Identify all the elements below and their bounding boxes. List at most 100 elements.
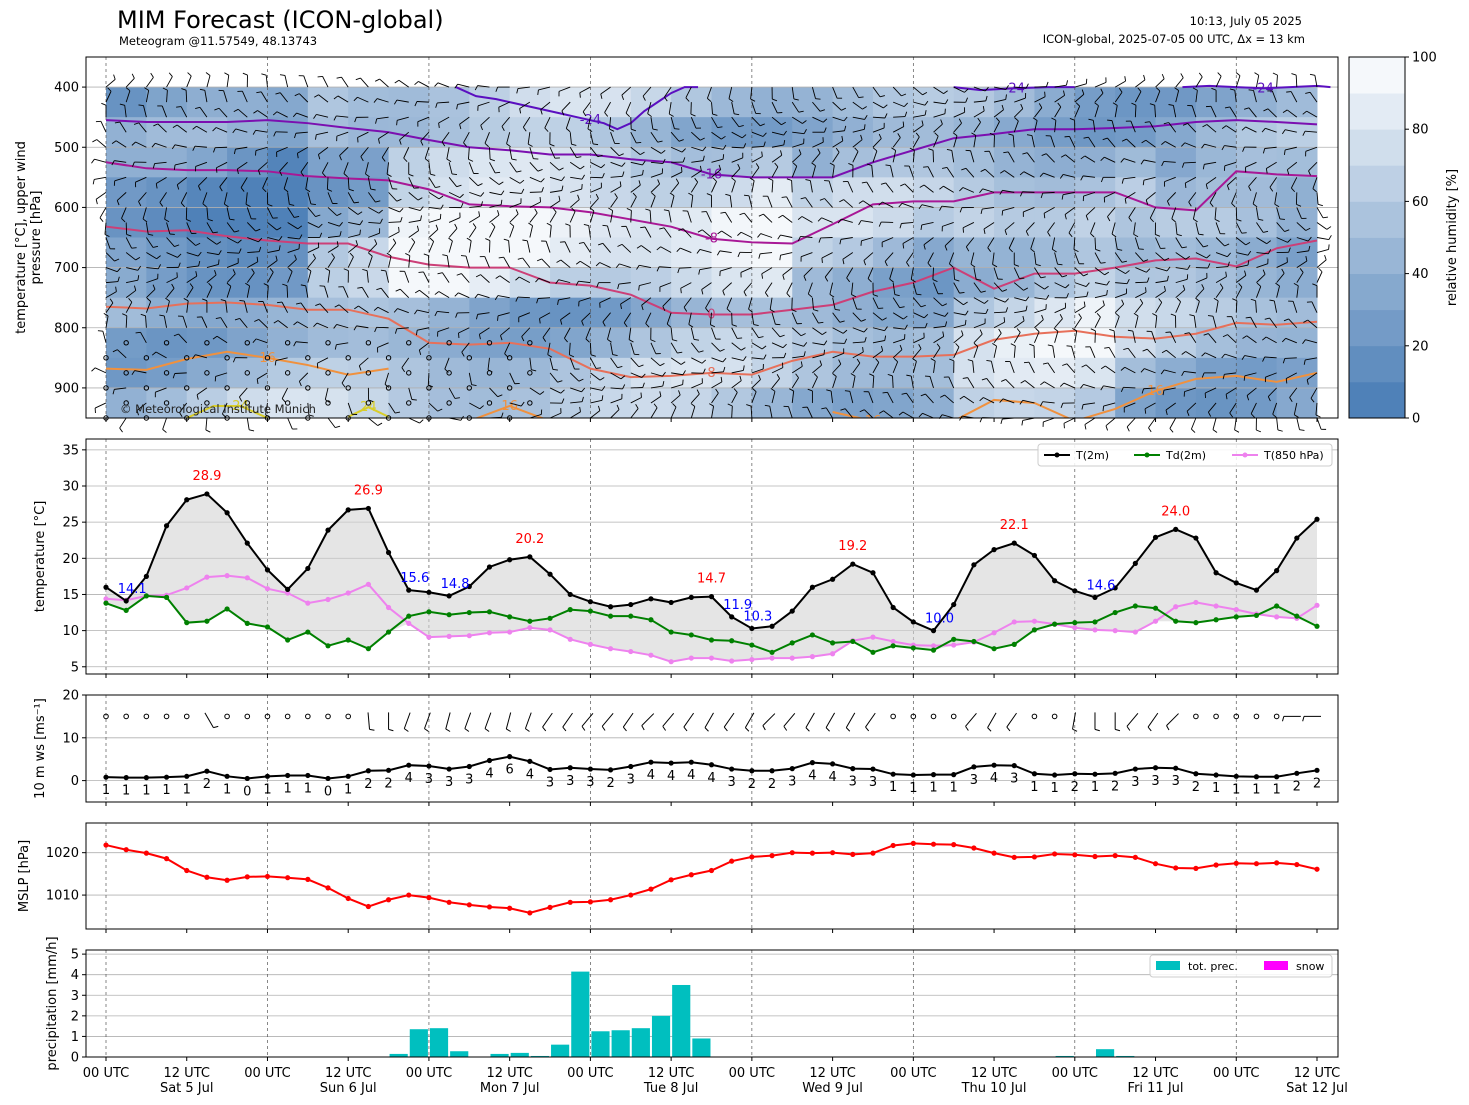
wind-barb-flag [964,88,969,93]
wind-barb [908,165,914,178]
wind-barb-flag [800,197,806,200]
beaufort-label: 3 [425,772,433,787]
wind-barb [1094,252,1102,264]
wind-barb-flag [395,411,401,414]
wind-barb-flag [454,397,460,399]
wind-barb [378,131,389,140]
wind-barb-flag [1203,333,1209,336]
td2m-point [264,624,271,630]
wind-barb [751,180,755,193]
wind-barb-flag [642,160,646,166]
wind-barb-flag [1102,137,1108,141]
wind-barb [984,168,995,178]
calm-marker [406,400,412,406]
precip-bar [490,1053,509,1057]
wind-barb-flag [560,319,563,325]
calm-marker [163,370,170,376]
wind-barb-flag [777,234,781,240]
wind-barb [1266,161,1277,169]
wind-barb-flag [680,288,682,294]
calm-marker [486,340,493,346]
wind-barb-flag [1141,139,1147,144]
wind-barb-flag [97,330,103,332]
wind-speed-point [1132,766,1138,772]
wind-barb [542,327,551,338]
wind-barb-flag [542,726,547,732]
legend-label: snow [1296,960,1324,973]
wind-barb-flag [1226,185,1230,191]
wind-barb [388,255,392,268]
isotherm-line [105,119,1318,179]
wind-barb-flag [454,83,459,89]
wind-barb [257,110,268,118]
wind-barb-flag [970,263,976,268]
x-tick-label: 12 UTC [809,1066,855,1081]
wind-barb [1115,293,1127,299]
humidity-cell [348,327,390,359]
wind-barb-flag [779,334,785,338]
wind-barb-flag [292,112,297,118]
wind-barb-flag [516,170,522,173]
wind-barb-flag [116,267,121,272]
wind-barb [1293,402,1298,415]
wind-barb-flag [642,95,646,101]
wind-barb-flag [269,267,274,273]
y-tick-label: 1010 [46,889,79,904]
isotherm-label: -8 [705,232,718,247]
wind-barb-flag [638,180,641,186]
t850-point [224,573,230,579]
wind-barb [1205,352,1217,359]
wind-speed-point [890,771,896,777]
td2m-point [365,646,371,652]
wind-barb [255,146,268,151]
wind-barb [359,357,369,367]
wind-barb-flag [569,354,575,358]
wind-barb-flag [1021,420,1024,426]
wind-barb [1130,120,1136,133]
wind-barb-flag [500,335,503,341]
wind-barb [640,245,652,253]
wind-barb-flag [1182,284,1186,290]
wind-barb [1013,108,1024,118]
wind-barb [549,225,552,238]
wind-barb [691,160,704,163]
wind-barb [569,211,576,223]
wind-barb-flag [1140,368,1145,373]
wind-barb [780,252,793,256]
wind-barb [933,113,946,118]
wind-barb-flag [981,378,987,381]
wind-barb [388,192,398,202]
wind-barb-flag [374,239,378,245]
wind-barb [630,210,632,223]
td2m-point [1314,623,1320,629]
wind-barb [892,86,902,97]
wind-barb [142,207,147,220]
wind-barb [206,252,219,256]
colorbar-frame [1348,56,1406,419]
wind-barb-flag [273,131,277,137]
wind-barb [1054,282,1066,289]
wind-barb-flag [940,394,945,398]
wind-barb-flag [261,73,267,76]
wind-barb-flag [601,385,606,391]
humidity-cell [1276,387,1318,418]
wind-barb [912,282,917,295]
wind-barb-flag [424,728,429,732]
calm-marker [486,400,493,406]
wind-barb [906,392,914,404]
temperature-frame [85,438,1339,675]
wind-barb-flag [1041,314,1044,320]
wind-barb-flag [159,202,164,207]
wind-barb [326,177,329,190]
wind-barb-flag [380,269,386,272]
wind-barb-flag [541,187,544,193]
wind-barb-flag [1241,126,1246,131]
mslp-point [426,895,432,901]
wind-barb-flag [884,335,887,341]
wind-barb [751,131,764,137]
wind-barb [1296,272,1304,283]
colorbar-band [1349,93,1405,130]
wind-barb [832,352,844,359]
wind-barb-flag [561,185,564,191]
wind-barb [811,86,816,99]
